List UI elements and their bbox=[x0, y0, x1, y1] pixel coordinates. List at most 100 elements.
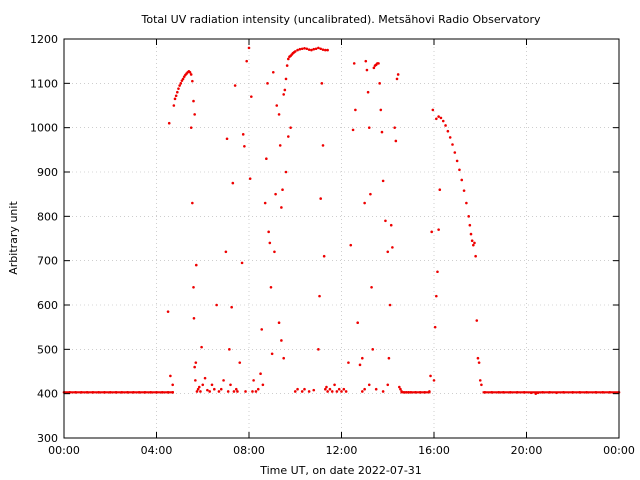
data-point bbox=[451, 143, 454, 146]
data-point bbox=[474, 254, 477, 258]
y-tick-label: 500 bbox=[37, 343, 58, 356]
data-point bbox=[250, 95, 253, 98]
data-point bbox=[378, 82, 381, 85]
data-point bbox=[287, 135, 290, 138]
data-point bbox=[361, 390, 364, 393]
data-point bbox=[319, 47, 322, 51]
y-tick-label: 400 bbox=[37, 388, 58, 401]
data-point bbox=[197, 385, 201, 389]
data-point bbox=[369, 192, 372, 196]
data-point bbox=[284, 77, 288, 81]
data-point bbox=[469, 232, 473, 236]
grid bbox=[64, 39, 619, 438]
data-point bbox=[194, 361, 198, 364]
data-point bbox=[326, 390, 329, 393]
data-point bbox=[340, 390, 343, 393]
data-point bbox=[241, 133, 245, 136]
data-point bbox=[366, 90, 370, 94]
data-point bbox=[266, 82, 269, 85]
data-point bbox=[342, 387, 346, 391]
data-point bbox=[191, 201, 194, 205]
data-point bbox=[372, 66, 376, 70]
y-tick-label: 1000 bbox=[30, 122, 58, 135]
data-point bbox=[433, 325, 437, 329]
data-point bbox=[319, 197, 322, 200]
data-point bbox=[393, 126, 396, 129]
data-point bbox=[363, 387, 366, 391]
data-point bbox=[317, 46, 320, 50]
data-point bbox=[245, 59, 248, 63]
data-points bbox=[62, 46, 621, 395]
data-point bbox=[439, 116, 443, 120]
data-point bbox=[217, 390, 221, 393]
x-tick-label: 08:00 bbox=[233, 444, 265, 457]
data-point bbox=[431, 108, 435, 112]
data-point bbox=[328, 387, 332, 391]
data-point bbox=[335, 390, 339, 393]
data-point bbox=[430, 230, 433, 234]
data-point bbox=[377, 62, 380, 65]
data-point bbox=[460, 178, 464, 182]
data-point bbox=[167, 121, 171, 125]
data-point bbox=[195, 390, 199, 393]
data-point bbox=[269, 285, 273, 289]
data-point bbox=[172, 104, 176, 107]
data-point bbox=[437, 115, 440, 118]
data-point bbox=[476, 356, 480, 360]
data-point bbox=[208, 390, 211, 393]
data-point bbox=[435, 117, 438, 121]
data-point bbox=[179, 82, 183, 85]
data-point bbox=[322, 254, 326, 258]
data-point bbox=[189, 73, 193, 76]
data-point bbox=[429, 374, 432, 378]
data-point bbox=[398, 385, 401, 389]
data-point bbox=[215, 303, 218, 307]
data-point bbox=[193, 365, 196, 369]
data-point bbox=[307, 48, 311, 51]
x-axis-label: Time UT, on date 2022-07-31 bbox=[259, 464, 422, 477]
data-point bbox=[280, 339, 283, 342]
data-point bbox=[283, 88, 287, 92]
data-point bbox=[196, 387, 200, 391]
data-point bbox=[356, 321, 359, 325]
data-point bbox=[351, 128, 355, 132]
x-tick-label: 16:00 bbox=[418, 444, 450, 457]
x-tick-label: 12:00 bbox=[326, 444, 358, 457]
data-point bbox=[225, 137, 229, 141]
data-point bbox=[399, 387, 402, 391]
data-point bbox=[374, 387, 378, 391]
data-point bbox=[243, 144, 246, 148]
y-tick-label: 1100 bbox=[30, 77, 58, 90]
data-point bbox=[169, 374, 172, 378]
data-point bbox=[278, 144, 282, 147]
data-point bbox=[267, 230, 270, 234]
data-point bbox=[273, 250, 276, 254]
data-point bbox=[300, 47, 304, 51]
data-point bbox=[259, 372, 262, 376]
data-point bbox=[394, 139, 398, 143]
data-point bbox=[265, 157, 268, 160]
data-point bbox=[436, 270, 439, 274]
data-point bbox=[238, 361, 242, 364]
y-tick-label: 1200 bbox=[30, 33, 58, 46]
data-point bbox=[282, 93, 285, 96]
chart-title: Total UV radiation intensity (uncalibrat… bbox=[141, 13, 541, 26]
plot-frame bbox=[63, 38, 620, 439]
data-point bbox=[200, 345, 203, 349]
data-point bbox=[395, 77, 399, 81]
data-point bbox=[455, 159, 459, 163]
data-point bbox=[280, 206, 283, 209]
data-point bbox=[213, 387, 216, 391]
data-point bbox=[271, 70, 275, 74]
data-point bbox=[344, 390, 348, 393]
data-point bbox=[166, 310, 170, 313]
y-tick-label: 600 bbox=[37, 299, 58, 312]
data-point bbox=[192, 285, 195, 289]
data-point bbox=[381, 390, 385, 393]
data-point bbox=[192, 99, 195, 103]
x-tick-label: 00:00 bbox=[603, 444, 635, 457]
data-point bbox=[379, 108, 383, 112]
data-point bbox=[254, 390, 258, 393]
data-point bbox=[232, 390, 236, 393]
data-point bbox=[203, 376, 207, 380]
